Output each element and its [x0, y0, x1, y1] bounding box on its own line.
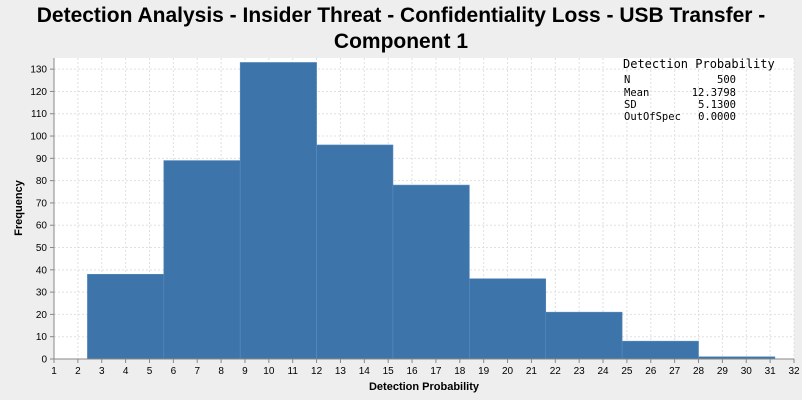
x-tick-label: 27	[669, 366, 681, 377]
y-tick-label: 110	[31, 109, 47, 120]
x-tick-label: 6	[171, 366, 177, 377]
x-tick-label: 32	[788, 366, 800, 377]
x-tick-label: 16	[407, 366, 419, 377]
stats-value-sd: 5.1300	[698, 99, 736, 111]
y-tick-label: 0	[41, 355, 47, 366]
x-tick-label: 29	[717, 366, 729, 377]
x-tick-label: 1	[51, 366, 57, 377]
x-tick-label: 15	[383, 366, 395, 377]
x-tick-label: 22	[550, 366, 562, 377]
histogram-bar-7	[545, 311, 623, 360]
stats-box: Detection Probability N 500 Mean 12.3798…	[623, 57, 775, 123]
y-tick-label: 40	[36, 265, 48, 276]
y-tick-label: 50	[36, 243, 48, 254]
x-tick-label: 13	[335, 366, 347, 377]
y-tick-label: 80	[36, 176, 48, 187]
stats-label-n: N	[624, 74, 630, 86]
x-tick-label: 30	[741, 366, 753, 377]
histogram-bars	[87, 62, 776, 360]
x-tick-label: 24	[597, 366, 609, 377]
x-tick-label: 19	[478, 366, 490, 377]
x-tick-label: 11	[288, 366, 299, 377]
x-tick-label: 4	[123, 366, 129, 377]
stats-title: Detection Probability	[623, 57, 775, 71]
stats-value-mean: 12.3798	[692, 87, 736, 99]
y-tick-label: 120	[30, 87, 47, 98]
x-tick-label: 18	[454, 366, 466, 377]
stats-value-outofspec: 0.0000	[698, 111, 736, 123]
y-tick-label: 60	[36, 221, 48, 232]
stats-label-outofspec: OutOfSpec	[624, 111, 681, 123]
histogram-bar-5	[392, 184, 470, 360]
x-tick-label: 10	[263, 366, 275, 377]
x-tick-label: 7	[194, 366, 200, 377]
histogram-bar-4	[316, 144, 394, 360]
y-axis-label: Frequency	[13, 179, 25, 236]
x-tick-label: 28	[693, 366, 705, 377]
histogram-bar-1	[87, 273, 165, 360]
x-tick-label: 17	[430, 366, 442, 377]
y-tick-label: 20	[36, 310, 48, 321]
x-tick-label: 5	[147, 366, 153, 377]
y-axis-ticks: 0 10 20 30 40 50 60 70 80 90 100 110 120 130	[30, 65, 54, 366]
x-axis-label: Detection Probability	[369, 381, 480, 393]
x-tick-label: 25	[621, 366, 633, 377]
x-tick-label: 8	[218, 366, 224, 377]
x-tick-label: 26	[645, 366, 657, 377]
x-tick-label: 9	[242, 366, 248, 377]
x-tick-label: 21	[526, 366, 538, 377]
y-tick-label: 130	[30, 65, 47, 76]
histogram-bar-3	[239, 62, 317, 360]
x-tick-label: 20	[502, 366, 514, 377]
y-tick-label: 30	[36, 288, 48, 299]
stats-value-n: 500	[717, 74, 736, 86]
histogram-bar-6	[469, 278, 547, 360]
y-tick-label: 100	[30, 132, 47, 143]
x-tick-label: 2	[75, 366, 81, 377]
y-tick-label: 70	[36, 198, 48, 209]
x-tick-label: 12	[311, 366, 323, 377]
y-tick-label: 10	[36, 332, 48, 343]
stats-label-mean: Mean	[624, 87, 649, 99]
x-tick-label: 14	[359, 366, 371, 377]
x-tick-label: 3	[99, 366, 105, 377]
histogram-bar-2	[163, 160, 241, 360]
x-tick-label: 23	[574, 366, 586, 377]
histogram-bar-8	[621, 340, 699, 360]
axes	[53, 58, 794, 360]
stats-label-sd: SD	[624, 99, 637, 111]
x-axis-ticks: 1 2 3 4 5 6 7 8 9 10 11 12 13 14 15 16 17 18 19 20 21 22 23 24 2…	[51, 359, 800, 377]
y-tick-label: 90	[36, 154, 48, 165]
chart-title-line-1: Detection Analysis - Insider Threat - Co…	[37, 4, 766, 27]
chart-title-line-2: Component 1	[334, 30, 468, 53]
x-tick-label: 31	[765, 366, 777, 377]
